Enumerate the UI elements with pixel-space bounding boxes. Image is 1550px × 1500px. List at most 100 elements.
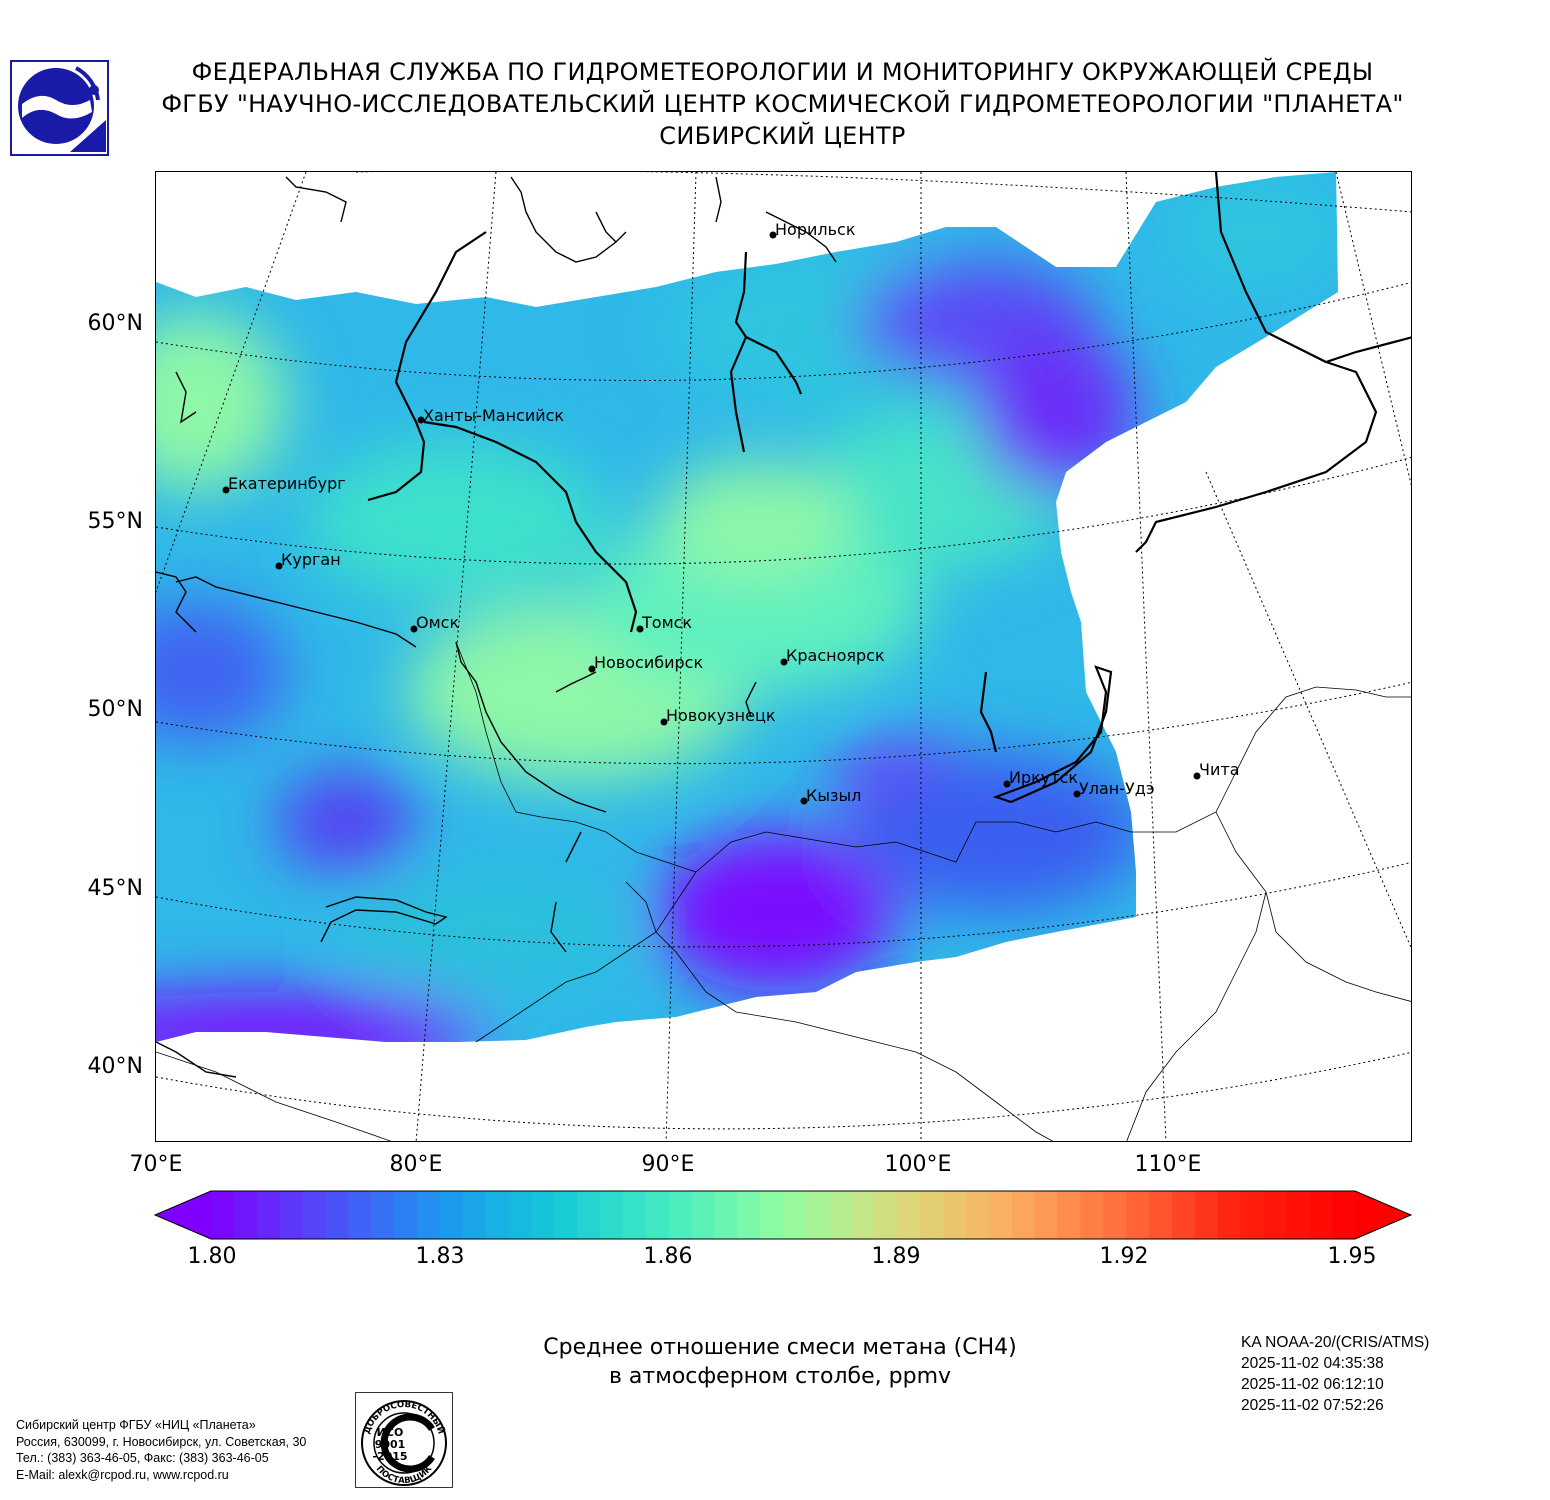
colorbar-cell <box>577 1191 601 1239</box>
colorbar-cell <box>348 1191 372 1239</box>
header-line-3: СИБИРСКИЙ ЦЕНТР <box>659 122 906 150</box>
colorbar-cell <box>943 1191 967 1239</box>
colorbar-cell <box>233 1191 258 1239</box>
lat-label-40: 40°N <box>87 1054 143 1079</box>
colorbar-cell <box>279 1191 304 1239</box>
colorbar-cell <box>1171 1191 1196 1239</box>
city-chita: Чита <box>1193 760 1240 780</box>
map-frame: Норильск Ханты-Мансийск Екатеринбург Кур… <box>155 171 1412 1142</box>
colorbar-cell <box>920 1191 944 1239</box>
lon-label-110: 110°E <box>1134 1152 1202 1177</box>
svg-text:Курган: Курган <box>281 550 341 569</box>
city-ulan-ude: Улан-Удэ <box>1073 779 1155 798</box>
colorbar-cell <box>439 1191 464 1239</box>
header-line-2: ФГБУ "НАУЧНО-ИССЛЕДОВАТЕЛЬСКИЙ ЦЕНТР КОС… <box>161 90 1404 118</box>
svg-text:Норильск: Норильск <box>775 220 856 239</box>
svg-text:ИСО: ИСО <box>377 1426 404 1439</box>
colorbar-cell <box>988 1191 1013 1239</box>
coastlines <box>156 176 837 1078</box>
city-omsk: Омск <box>410 613 459 633</box>
page-header: ФЕДЕРАЛЬНАЯ СЛУЖБА ПО ГИДРОМЕТЕОРОЛОГИИ … <box>120 56 1445 152</box>
planeta-logo <box>10 60 110 156</box>
colorbar-cell <box>783 1191 807 1239</box>
header-line-1: ФЕДЕРАЛЬНАЯ СЛУЖБА ПО ГИДРОМЕТЕОРОЛОГИИ … <box>191 58 1374 86</box>
colorbar-cell <box>691 1191 715 1239</box>
colorbar-cell <box>325 1191 349 1239</box>
city-kurgan: Курган <box>275 550 341 570</box>
colorbar-cell <box>599 1191 624 1239</box>
footer-contacts: Сибирский центр ФГБУ «НИЦ «Планета» Росс… <box>16 1417 306 1483</box>
lat-label-45: 45°N <box>87 876 143 901</box>
colorbar-cell <box>1103 1191 1127 1239</box>
svg-text:Кызыл: Кызыл <box>806 786 861 805</box>
city-novosibirsk: Новосибирск <box>588 653 703 673</box>
colorbar-tick-1-92: 1.92 <box>1099 1244 1149 1269</box>
colorbar-cell <box>737 1191 761 1239</box>
colorbar-cell <box>874 1191 898 1239</box>
colorbar-cell <box>668 1191 693 1239</box>
satellite-info: KA NOAA-20/(CRIS/ATMS) 2025-11-02 04:35:… <box>1241 1332 1429 1416</box>
longitude-lines <box>156 172 1411 1141</box>
city-kyzyl: Кызыл <box>800 786 861 805</box>
colorbar-cell <box>622 1191 647 1239</box>
lat-label-60: 60°N <box>87 311 143 336</box>
colorbar-cell <box>828 1191 853 1239</box>
colorbar-cell <box>508 1191 532 1239</box>
svg-text:Новокузнецк: Новокузнецк <box>666 706 776 725</box>
colorbar-cell <box>416 1191 441 1239</box>
colorbar-tick-1-83: 1.83 <box>415 1244 465 1269</box>
svg-text:9001: 9001 <box>375 1438 406 1451</box>
svg-text:Улан-Удэ: Улан-Удэ <box>1079 779 1155 798</box>
pass-time-1: 2025-11-02 04:35:38 <box>1241 1355 1384 1372</box>
colorbar-tick-1-86: 1.86 <box>643 1244 693 1269</box>
colorbar-cell <box>1126 1191 1150 1239</box>
colorbar-cell <box>1309 1191 1333 1239</box>
colorbar-cell <box>1194 1191 1219 1239</box>
colorbar-cell <box>394 1191 418 1239</box>
colorbar-cell <box>805 1191 830 1239</box>
methane-map: Норильск Ханты-Мансийск Екатеринбург Кур… <box>156 172 1411 1141</box>
colorbar-cell <box>851 1191 876 1239</box>
colorbar-cell <box>714 1191 738 1239</box>
colorbar-tick-1-89: 1.89 <box>871 1244 921 1269</box>
svg-text:Ханты-Мансийск: Ханты-Мансийск <box>423 406 564 425</box>
svg-text:Омск: Омск <box>416 613 459 632</box>
colorbar-tick-1-95: 1.95 <box>1327 1244 1377 1269</box>
city-tomsk: Томск <box>636 613 692 633</box>
colorbar-cell <box>1011 1191 1036 1239</box>
colorbar-cell <box>1057 1191 1082 1239</box>
colorbar-cell <box>554 1191 578 1239</box>
colorbar-cell <box>1286 1191 1310 1239</box>
svg-text:Иркутск: Иркутск <box>1009 768 1078 787</box>
colorbar-cell <box>1034 1191 1059 1239</box>
satellite-name: KA NOAA-20/(CRIS/ATMS) <box>1241 1334 1430 1351</box>
colorbar <box>153 1190 1413 1240</box>
colorbar-tick-1-80: 1.80 <box>187 1244 237 1269</box>
colorbar-cell <box>1263 1191 1287 1239</box>
caption-line-2: в атмосферном столбе, ppmv <box>608 1364 952 1389</box>
colorbar-cell <box>485 1191 510 1239</box>
colorbar-cell <box>531 1191 555 1239</box>
map-caption: Среднее отношение смеси метана (CH4) в а… <box>430 1333 1130 1391</box>
svg-text:Чита: Чита <box>1199 760 1240 779</box>
latitude-lines <box>156 172 1411 1130</box>
colorbar-cell <box>211 1191 235 1239</box>
svg-text:Новосибирск: Новосибирск <box>594 653 703 672</box>
caption-line-1: Среднее отношение смеси метана (CH4) <box>543 1335 1017 1360</box>
colorbar-cell <box>302 1191 326 1239</box>
svg-text:-2015: -2015 <box>372 1450 407 1463</box>
cities: Норильск Ханты-Мансийск Екатеринбург Кур… <box>222 220 1240 805</box>
colorbar-extend-low <box>155 1191 211 1239</box>
colorbar-extend-high <box>1355 1191 1411 1239</box>
colorbar-cell <box>1149 1191 1173 1239</box>
colorbar-cell <box>371 1191 395 1239</box>
colorbar-cell <box>897 1191 921 1239</box>
rivers <box>367 172 1411 804</box>
colorbar-cell <box>1080 1191 1104 1239</box>
city-irkutsk: Иркутск <box>1003 768 1078 788</box>
svg-text:Екатеринбург: Екатеринбург <box>228 474 346 493</box>
country-borders <box>156 641 1411 1141</box>
colorbar-cell <box>256 1191 281 1239</box>
lat-label-50: 50°N <box>87 697 143 722</box>
pass-time-2: 2025-11-02 06:12:10 <box>1241 1376 1384 1393</box>
